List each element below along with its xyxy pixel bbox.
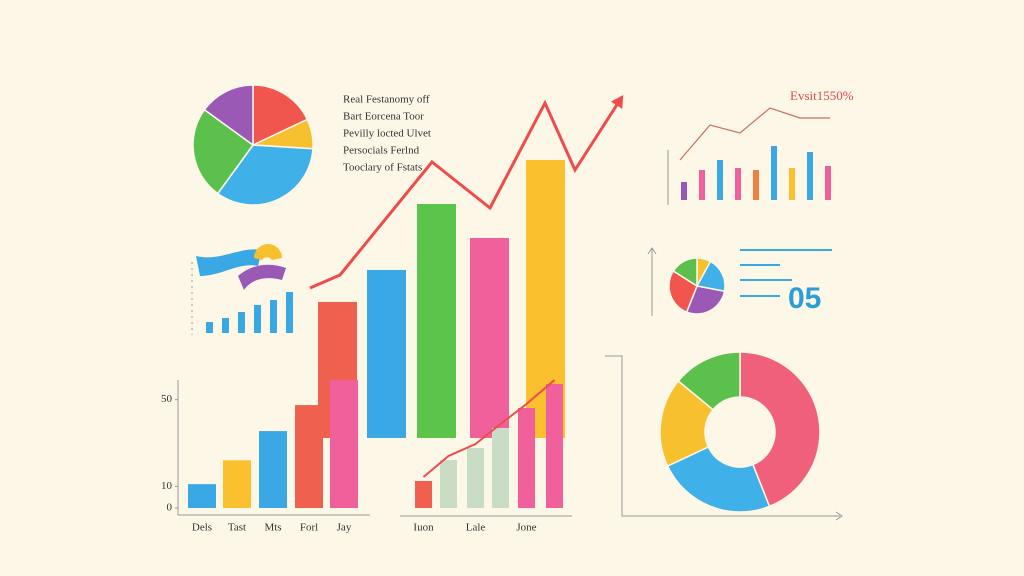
trend-line: [309, 99, 622, 290]
pie-slice: [252, 84, 309, 147]
pie-slice: [672, 257, 698, 288]
bar: [222, 318, 229, 333]
y-tick-label: 10: [161, 480, 173, 492]
x-tick-label: Tast: [228, 522, 246, 534]
bar: [295, 405, 323, 508]
bar: [238, 312, 245, 333]
bar: [415, 481, 432, 508]
bar: [188, 484, 216, 508]
pie-slice: [203, 84, 254, 147]
bar: [789, 168, 795, 200]
bar: [440, 460, 457, 508]
y-tick-label: 0: [167, 502, 173, 514]
bar: [492, 428, 509, 508]
arrow-head: [835, 511, 843, 521]
x-tick-label: Forl: [300, 522, 318, 534]
x-tick-label: Jay: [337, 522, 352, 534]
annotation: Tooclary of Fstats: [343, 162, 422, 174]
bar: [417, 204, 456, 438]
axes: [177, 150, 843, 521]
big-number: 05: [788, 282, 821, 315]
donut-hole: [705, 397, 775, 467]
pie-slice: [192, 108, 255, 195]
pie-slice: [216, 144, 314, 206]
pie-slice: [668, 269, 698, 314]
bar: [254, 305, 261, 333]
bar: [367, 270, 406, 438]
bar: [223, 460, 251, 508]
bar: [206, 322, 213, 333]
ribbon: [196, 249, 262, 276]
bar: [467, 448, 484, 508]
annotation: Bart Eorcena Toor: [343, 111, 424, 123]
line: [679, 107, 830, 161]
bar: [717, 160, 723, 200]
chart-title: Evsit1550%: [790, 88, 854, 103]
x-tick-label: Jone: [516, 522, 536, 534]
x-tick-label: Dels: [192, 522, 212, 534]
bar: [699, 170, 705, 200]
gauge: [254, 244, 282, 260]
bar: [546, 384, 563, 508]
x-tick-label: Lale: [466, 522, 486, 534]
arrow-head: [610, 94, 624, 109]
bar: [825, 166, 831, 200]
trend-line: [422, 379, 556, 478]
bar: [681, 182, 687, 200]
axis-line: [605, 355, 840, 517]
ribbon: [238, 264, 286, 290]
bar: [807, 152, 813, 200]
annotation: Persocials Ferlnd: [343, 145, 420, 157]
bar: [771, 146, 777, 200]
bar: [753, 170, 759, 200]
annotation: Real Festanomy off: [343, 94, 430, 106]
bar: [270, 300, 277, 333]
bar: [286, 292, 293, 333]
bar: [470, 238, 509, 438]
bar: [735, 168, 741, 200]
pie-slice: [685, 285, 726, 315]
x-tick-label: Mts: [264, 522, 281, 534]
legend-lines: [740, 249, 832, 297]
x-tick-label: Iuon: [413, 522, 434, 534]
bar: [259, 431, 287, 508]
bar: [330, 380, 358, 508]
bar: [518, 408, 535, 508]
y-tick-label: 50: [161, 393, 173, 405]
annotation: Pevilly locted Ulvet: [343, 128, 431, 140]
